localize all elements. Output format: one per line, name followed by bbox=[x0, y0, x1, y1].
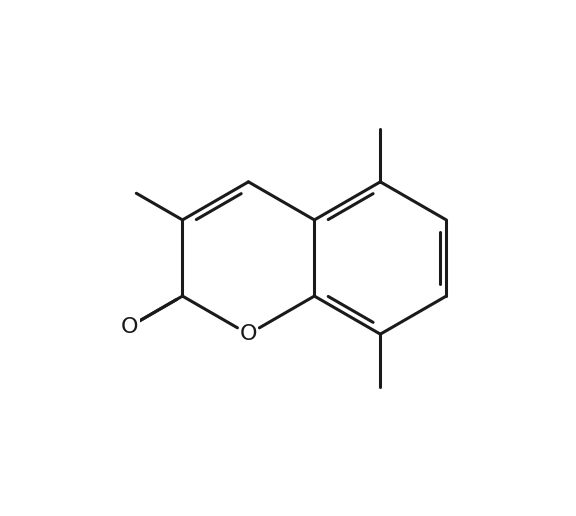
Text: O: O bbox=[121, 316, 138, 336]
Text: O: O bbox=[240, 324, 257, 344]
